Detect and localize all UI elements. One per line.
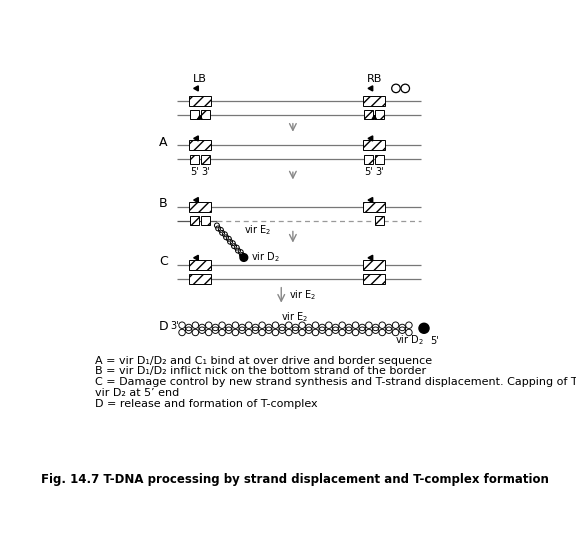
- Bar: [363, 202, 385, 212]
- Bar: [189, 96, 211, 106]
- Polygon shape: [372, 115, 376, 119]
- Bar: [200, 216, 210, 226]
- Text: 3': 3': [201, 167, 210, 177]
- Bar: [375, 155, 384, 164]
- Text: 5': 5': [430, 335, 439, 345]
- Polygon shape: [368, 86, 373, 91]
- Polygon shape: [194, 198, 198, 203]
- Text: 5': 5': [365, 167, 373, 177]
- Bar: [190, 216, 199, 226]
- Circle shape: [419, 323, 429, 333]
- Bar: [364, 110, 373, 119]
- Text: vir D$_2$: vir D$_2$: [248, 251, 281, 265]
- Polygon shape: [368, 198, 373, 203]
- Text: C = Damage control by new strand synthesis and T-strand displacement. Capping of: C = Damage control by new strand synthes…: [95, 377, 576, 387]
- Text: RB: RB: [366, 74, 382, 84]
- Text: Fig. 14.7 T-DNA processing by strand displacement and T-complex formation: Fig. 14.7 T-DNA processing by strand dis…: [41, 473, 549, 486]
- Bar: [190, 155, 199, 164]
- Bar: [200, 110, 210, 119]
- Bar: [363, 140, 385, 150]
- Text: D = release and formation of T-complex: D = release and formation of T-complex: [95, 399, 318, 409]
- Text: 3': 3': [170, 321, 179, 331]
- Bar: [189, 202, 211, 212]
- Text: 5': 5': [190, 167, 199, 177]
- Text: B: B: [159, 197, 168, 211]
- Text: vir D$_2$: vir D$_2$: [395, 334, 423, 348]
- Text: vir E$_2$: vir E$_2$: [289, 289, 316, 302]
- Text: C: C: [159, 255, 168, 268]
- Bar: [364, 155, 373, 164]
- Text: A: A: [159, 136, 168, 149]
- Text: B = vir D₁/D₂ inflict nick on the bottom strand of the border: B = vir D₁/D₂ inflict nick on the bottom…: [95, 367, 426, 377]
- Text: 3': 3': [376, 167, 384, 177]
- Polygon shape: [368, 255, 373, 260]
- Circle shape: [240, 253, 248, 261]
- Bar: [363, 273, 385, 284]
- Text: vir D₂ at 5’ end: vir D₂ at 5’ end: [95, 388, 180, 398]
- Text: vir E$_2$: vir E$_2$: [281, 310, 309, 324]
- Text: A = vir D₁/D₂ and C₁ bind at over drive and border sequence: A = vir D₁/D₂ and C₁ bind at over drive …: [95, 355, 433, 365]
- Text: vir E$_2$: vir E$_2$: [244, 223, 271, 237]
- Bar: [189, 260, 211, 270]
- Bar: [363, 260, 385, 270]
- Text: LB: LB: [193, 74, 207, 84]
- Text: D: D: [158, 320, 168, 333]
- Bar: [189, 273, 211, 284]
- Bar: [375, 216, 384, 226]
- Polygon shape: [194, 136, 198, 141]
- Bar: [200, 155, 210, 164]
- Bar: [363, 96, 385, 106]
- Polygon shape: [368, 136, 373, 141]
- Bar: [190, 110, 199, 119]
- Bar: [189, 140, 211, 150]
- Bar: [375, 110, 384, 119]
- Polygon shape: [194, 255, 198, 260]
- Polygon shape: [194, 86, 198, 91]
- Polygon shape: [198, 115, 202, 119]
